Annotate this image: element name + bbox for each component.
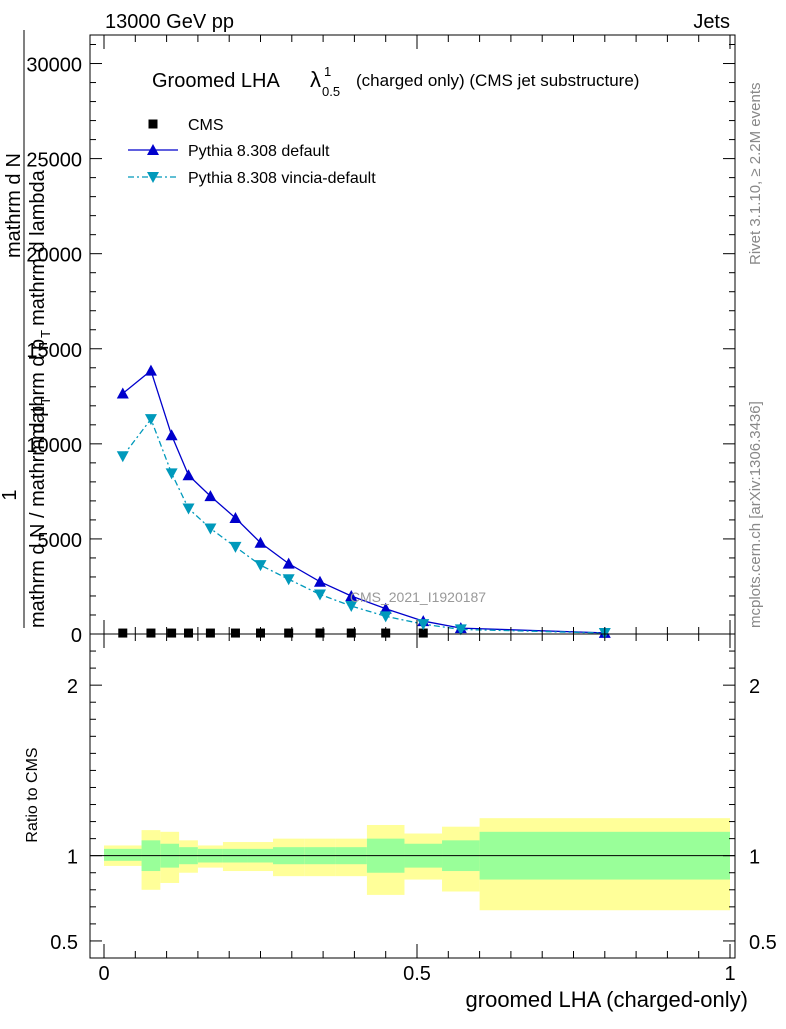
header-right: Jets [693,11,730,33]
title-prefix: Groomed LHA [152,70,280,92]
ylabel-line4-b: mathrm d lambda [27,169,49,325]
data-point [345,601,358,613]
data-point [229,541,242,553]
ylabel-line2: mathrm d N / mathrm d pT [27,397,53,628]
data-point [418,628,428,638]
title-sup: 1 [324,64,331,79]
legend-marker [148,119,158,129]
ylabel-line4-sub: T [38,330,53,338]
ylabel-line1: 1 [0,489,21,500]
legend-label: Pythia 8.308 default [188,143,330,160]
data-point [165,429,178,441]
data-point [254,536,267,548]
data-point [182,503,195,515]
chart-title: Groomed LHA λ 1 0.5 (charged only) (CMS … [152,64,639,99]
legend-marker [147,172,159,183]
ylabel-line4-a: mathrm d p [27,339,49,440]
series-0 [118,628,428,638]
legend-label: Pythia 8.308 vincia-default [188,170,376,187]
data-point [282,557,295,569]
y-tick-label: 10000 [26,435,82,457]
data-point [204,490,217,502]
data-point [146,628,156,638]
legend-entry: Pythia 8.308 vincia-default [128,170,376,187]
x-tick-label: 0.5 [403,963,431,985]
data-point [313,589,326,601]
ylabel-line2-sub: T [38,397,53,405]
analysis-watermark: CMS_2021_I1920187 [350,589,486,605]
data-point [417,619,430,631]
x-tick-label: 0 [98,963,109,985]
ratio-tick-label: 0.5 [50,932,78,954]
legend: CMS Pythia 8.308 default Pythia 8.308 vinc… [128,117,376,187]
data-point [230,628,240,638]
y-axis-label: 1 mathrm d N / mathrm d pT mathrm dN mat… [0,30,53,628]
y-tick-label: 25000 [26,150,82,172]
data-point [379,611,392,623]
y-tick-label: 20000 [26,245,82,267]
data-point [345,589,358,601]
ratio-frame [89,633,736,959]
legend-entry: Pythia 8.308 default [128,143,330,160]
ylabel-line2-main: mathrm d N / mathrm d p [27,406,49,628]
rivet-label: Rivet 3.1.10, ≥ 2.2M events [747,83,764,266]
ylabel-line3-a: mathrm d [3,174,25,258]
data-point [454,624,467,636]
data-point [182,469,195,481]
ratio-tick-label-right: 2 [749,676,760,698]
series-line [122,369,605,634]
x-tick-label: 1 [724,963,735,985]
axes: 0 5000 10000 15000 20000 25000 30000 0 0.5 1 0.5 0.… [26,34,777,985]
ylabel-line3: mathrm d N [3,153,25,258]
data-point [315,628,325,638]
data-point [144,364,157,376]
main-frame [89,34,736,635]
data-point [116,451,129,463]
title-suffix: (charged only) (CMS jet substructure) [356,71,639,90]
ratio-tick-label: 2 [67,676,78,698]
data-point [229,512,242,524]
title-sub: 0.5 [322,84,340,99]
data-point [284,628,294,638]
ylabel-line4: mathrm d pTmathrm d lambda [27,169,53,440]
data-point [165,468,178,480]
y-tick-label: 0 [71,625,82,647]
data-point [204,523,217,535]
data-point [118,628,128,638]
legend-entry: CMS [148,117,224,134]
x-axis-label: groomed LHA (charged-only) [466,987,748,1012]
legend-label: CMS [188,117,224,134]
data-point [205,628,215,638]
data-point [116,387,129,399]
ylabel-line3-b: N [3,153,25,167]
ratio-tick-label-right: 1 [749,847,760,869]
ratio-bands [90,818,735,911]
data-point [379,602,392,614]
data-point [346,628,356,638]
y-tick-label: 15000 [26,340,82,362]
data-point [184,628,194,638]
series-2 [116,414,611,640]
ratio-band-inner [104,848,142,861]
title-symbol: λ [310,67,321,92]
data-point [282,574,295,586]
mcplots-label: mcplots.cern.ch [arXiv:1306.3436] [747,401,764,628]
data-point [254,560,267,572]
data-point [144,414,157,426]
ratio-tick-label: 1 [67,847,78,869]
y-tick-label: 30000 [26,55,82,77]
ratio-tick-label-right: 0.5 [749,932,777,954]
data-point [313,575,326,587]
data-point [167,628,177,638]
y-tick-label: 5000 [38,530,83,552]
header-left: 13000 GeV pp [105,11,234,33]
ratio-y-label: Ratio to CMS [24,747,41,842]
legend-marker [147,144,159,155]
